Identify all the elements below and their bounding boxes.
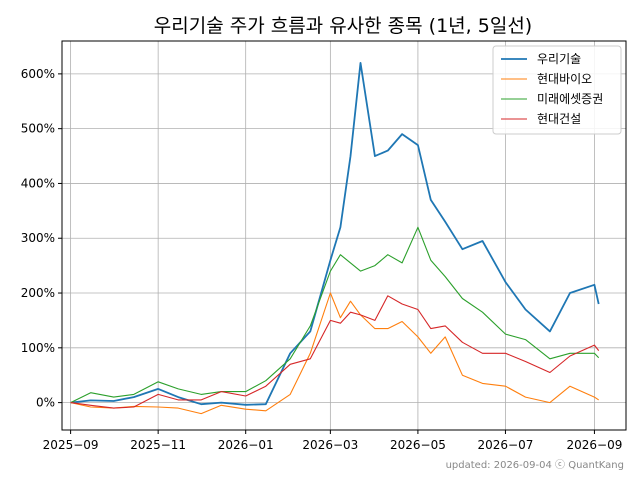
legend-label: 현대건설 [537,112,581,126]
tick-layer: 2025−09 2025−11 2026−01 2026−03 2026−05 2026−… [21,67,623,452]
series-line-4 [70,295,600,409]
x-tick-label: 2026−05 [390,438,446,452]
x-tick-label: 2026−01 [218,438,274,452]
y-tick-label: 500% [21,122,55,136]
y-tick-label: 600% [21,67,55,81]
x-tick-label: 2026−07 [478,438,534,452]
legend-label: 우리기술 [537,52,581,66]
legend-label: 현대바이오 [537,72,592,86]
chart-footer: updated: 2026-09-04 ⓒ QuantKang [446,459,624,471]
chart-title: 우리기술 주가 흐름과 유사한 종목 (1년, 5일선) [154,15,532,37]
y-tick-label: 100% [21,341,55,355]
plot-frame [61,40,627,431]
series-line-3 [70,226,600,404]
series-line-1 [70,62,600,406]
y-tick-label: 0% [36,396,55,410]
x-tick-label: 2025−11 [130,438,186,452]
x-tick-label: 2026−03 [302,438,358,452]
y-tick-label: 400% [21,176,55,190]
legend-box [492,45,622,135]
y-tick-label: 200% [21,286,55,300]
x-tick-label: 2025−09 [43,438,99,452]
series-line-2 [70,292,600,415]
x-tick-label: 2026−09 [566,438,622,452]
y-tick-label: 300% [21,231,55,245]
legend-label: 미래에셋증권 [537,92,603,106]
series-layer [70,62,600,415]
